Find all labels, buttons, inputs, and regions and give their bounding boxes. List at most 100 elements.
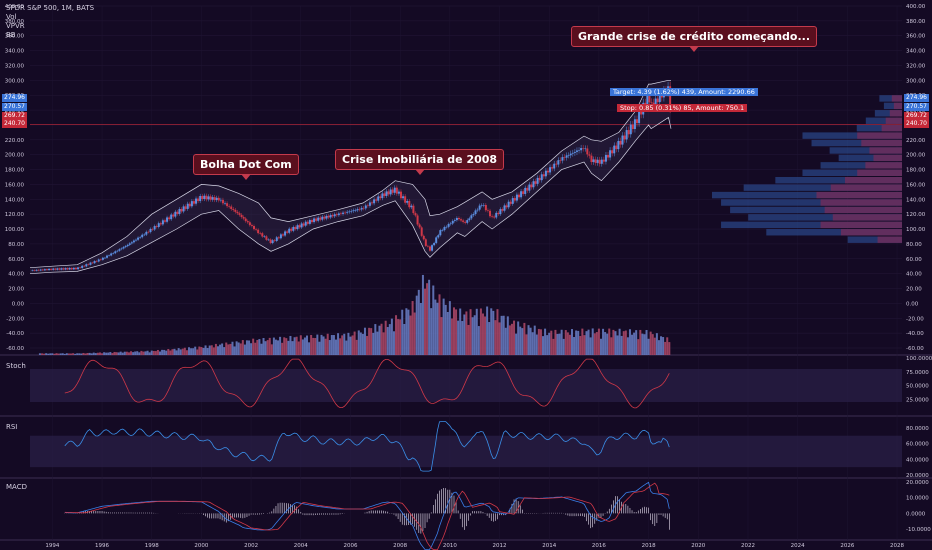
volume-bar-255 bbox=[566, 332, 569, 355]
candle-body-106 bbox=[250, 225, 253, 226]
price-tick-left-5: 300.00 bbox=[5, 78, 25, 84]
target-label[interactable]: Target: 4.39 (1.62%) 439, Amount: 2290.6… bbox=[610, 88, 758, 96]
candle-body-123 bbox=[286, 231, 289, 233]
volume-bar-97 bbox=[239, 343, 242, 355]
volume-bar-157 bbox=[363, 327, 366, 355]
candle-body-58 bbox=[151, 228, 154, 230]
candle-body-42 bbox=[118, 249, 121, 251]
price-tick-left-1: 380.00 bbox=[5, 19, 25, 25]
stop-label[interactable]: Stop: 0.85 (0.31%) 85, Amount: 750.1 bbox=[617, 104, 748, 112]
candle-body-18 bbox=[68, 267, 71, 270]
candle-body-20 bbox=[72, 267, 75, 270]
callout-credit[interactable]: Grande crise de crédito começando... bbox=[571, 26, 818, 52]
volume-bar-294 bbox=[647, 338, 650, 355]
time-tick-17: 2028 bbox=[890, 543, 904, 549]
volume-bar-177 bbox=[405, 308, 408, 355]
candle-body-117 bbox=[273, 240, 276, 241]
candle-body-277 bbox=[604, 154, 607, 162]
volume-bar-231 bbox=[517, 321, 520, 355]
volume-bar-274 bbox=[606, 333, 609, 355]
macd-tick-3: -10.0000 bbox=[906, 527, 931, 533]
volume-bar-256 bbox=[568, 334, 571, 355]
price-tick-left-15: 100.00 bbox=[5, 227, 25, 233]
volume-bar-62 bbox=[167, 349, 170, 355]
left-price-tag-entry: 269.72 bbox=[2, 112, 27, 120]
candle-body-249 bbox=[546, 170, 549, 173]
volume-bar-4 bbox=[47, 353, 50, 355]
volume-bar-238 bbox=[531, 332, 534, 355]
callout-dotcom[interactable]: Bolha Dot Com bbox=[193, 154, 299, 180]
candle-body-220 bbox=[486, 210, 489, 211]
candle-body-54 bbox=[143, 234, 146, 236]
volume-bar-249 bbox=[554, 329, 557, 355]
candle-body-91 bbox=[219, 199, 222, 201]
candle-body-288 bbox=[627, 130, 630, 135]
volume-bar-202 bbox=[457, 320, 460, 355]
candle-body-35 bbox=[103, 257, 106, 259]
volume-bar-236 bbox=[527, 325, 530, 355]
volume-bar-201 bbox=[455, 309, 458, 355]
candle-body-270 bbox=[590, 155, 593, 163]
candle-body-217 bbox=[480, 205, 483, 206]
left-price-tag-last: 274.96 bbox=[2, 94, 27, 102]
volume-bar-5 bbox=[49, 353, 52, 355]
volume-bar-279 bbox=[616, 335, 619, 355]
candle-body-22 bbox=[77, 267, 80, 270]
candle-body-57 bbox=[149, 228, 152, 233]
vpvr-bar-1 bbox=[766, 229, 902, 236]
volume-bar-209 bbox=[471, 317, 474, 355]
price-tick-left-17: 60.00 bbox=[8, 257, 24, 263]
vpvr-down-bar-2 bbox=[820, 221, 902, 229]
time-tick-10: 2014 bbox=[542, 543, 556, 549]
candle-body-19 bbox=[70, 267, 73, 270]
candle-body-199 bbox=[443, 227, 446, 231]
candle-body-132 bbox=[304, 221, 307, 226]
volume-bar-293 bbox=[645, 330, 648, 355]
volume-bar-191 bbox=[434, 299, 437, 355]
volume-bar-9 bbox=[57, 353, 60, 355]
candle-body-280 bbox=[611, 150, 614, 154]
volume-bar-184 bbox=[419, 302, 422, 355]
volume-bar-247 bbox=[550, 330, 553, 355]
volume-bar-276 bbox=[610, 337, 613, 355]
candle-body-244 bbox=[536, 177, 539, 184]
vpvr-down-bar-9 bbox=[857, 169, 902, 176]
candle-body-49 bbox=[132, 240, 135, 243]
volume-bar-211 bbox=[475, 308, 478, 355]
candle-body-44 bbox=[122, 247, 125, 249]
candle-body-72 bbox=[180, 209, 183, 212]
vpvr-down-bar-17 bbox=[889, 110, 902, 117]
volume-bar-220 bbox=[494, 320, 497, 355]
volume-bar-207 bbox=[467, 324, 470, 355]
candle-body-0 bbox=[31, 270, 34, 271]
candle-body-292 bbox=[636, 119, 639, 124]
candle-body-75 bbox=[186, 203, 189, 209]
volume-bar-26 bbox=[92, 352, 95, 355]
volume-bar-15 bbox=[69, 353, 72, 355]
volume-bar-75 bbox=[194, 346, 197, 355]
volume-bar-48 bbox=[138, 352, 141, 355]
bollinger-upper bbox=[29, 79, 671, 269]
callout-housing[interactable]: Crise Imobiliária de 2008 bbox=[335, 149, 505, 175]
candle-body-116 bbox=[271, 240, 274, 244]
volume-bar-295 bbox=[649, 331, 652, 355]
volume-bar-58 bbox=[159, 351, 162, 355]
macd-tick-0: 20.0000 bbox=[906, 480, 929, 486]
volume-bar-250 bbox=[556, 333, 559, 355]
candle-body-77 bbox=[190, 201, 193, 207]
candle-body-225 bbox=[497, 212, 500, 215]
candle-body-115 bbox=[269, 239, 272, 244]
volume-bar-218 bbox=[490, 308, 493, 355]
candle-body-255 bbox=[559, 160, 562, 161]
vpvr-bar-12 bbox=[829, 147, 902, 154]
candle-body-118 bbox=[275, 237, 278, 241]
vpvr-bar-18 bbox=[883, 102, 902, 110]
volume-bar-299 bbox=[657, 340, 660, 355]
volume-bar-117 bbox=[281, 342, 284, 355]
volume-bar-86 bbox=[216, 346, 219, 355]
candle-body-256 bbox=[561, 157, 564, 161]
price-tick-right-9: 220.00 bbox=[906, 138, 926, 144]
volume-bar-300 bbox=[660, 336, 663, 355]
candle-body-86 bbox=[209, 196, 212, 200]
